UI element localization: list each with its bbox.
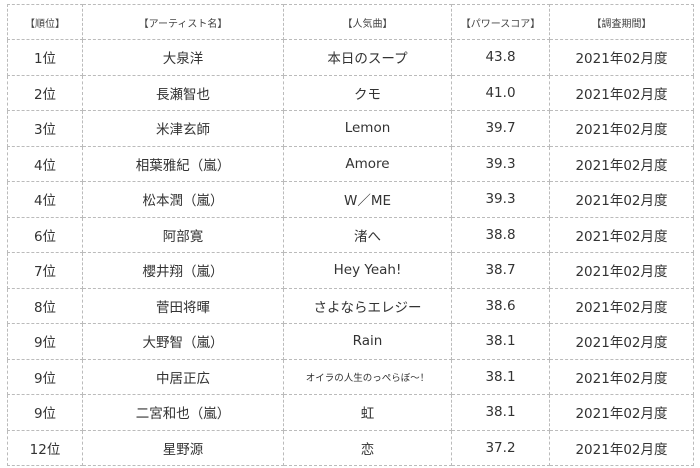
cell-artist: 大野智（嵐）: [82, 323, 284, 360]
cell-rank: 4位: [7, 181, 83, 218]
table-row: 6位 阿部寛 渚へ 38.8 2021年02月度: [7, 216, 694, 253]
header-rank: 【順位】: [7, 4, 83, 40]
cell-rank: 2位: [7, 74, 83, 111]
cell-song: Rain: [283, 323, 452, 360]
cell-artist: 二宮和也（嵐）: [82, 394, 284, 431]
table-row: 9位 中居正広 オイラの人生のっぺらぼ〜！ 38.1 2021年02月度: [7, 358, 694, 395]
cell-score: 37.2: [451, 429, 550, 466]
cell-period: 2021年02月度: [549, 323, 694, 360]
cell-period: 2021年02月度: [549, 145, 694, 182]
cell-song: 虹: [283, 394, 452, 431]
ranking-table: 【順位】 【アーティスト名】 【人気曲】 【パワースコア】 【調査期間】 1位大…: [7, 4, 694, 466]
cell-score: 38.8: [451, 216, 550, 253]
cell-rank: 8位: [7, 287, 83, 324]
cell-song: さよならエレジー: [283, 287, 452, 324]
cell-score: 38.6: [451, 287, 550, 324]
cell-song: クモ: [283, 74, 452, 111]
table-row: 9位 二宮和也（嵐）虹 38.1 2021年02月度: [7, 394, 694, 431]
table-row: 9位 大野智（嵐） Rain 38.1 2021年02月度: [7, 323, 694, 360]
table-row: 12位 星野源恋 37.2 2021年02月度: [7, 429, 694, 466]
cell-rank: 9位: [7, 358, 83, 395]
cell-score: 43.8: [451, 39, 550, 76]
table-row: 2位 長瀬智也 クモ 41.0 2021年02月度: [7, 74, 694, 111]
cell-rank: 9位: [7, 323, 83, 360]
cell-score: 38.1: [451, 394, 550, 431]
cell-period: 2021年02月度: [549, 181, 694, 218]
cell-score: 41.0: [451, 74, 550, 111]
cell-artist: 菅田将暉: [82, 287, 284, 324]
cell-rank: 4位: [7, 145, 83, 182]
cell-artist: 中居正広: [82, 358, 284, 395]
cell-song: Amore: [283, 145, 452, 182]
cell-period: 2021年02月度: [549, 394, 694, 431]
cell-rank: 3位: [7, 110, 83, 147]
cell-score: 38.1: [451, 323, 550, 360]
cell-song: オイラの人生のっぺらぼ〜！: [283, 358, 452, 395]
cell-period: 2021年02月度: [549, 216, 694, 253]
header-song: 【人気曲】: [283, 4, 452, 40]
cell-period: 2021年02月度: [549, 110, 694, 147]
header-score: 【パワースコア】: [451, 4, 550, 40]
cell-period: 2021年02月度: [549, 74, 694, 111]
cell-rank: 7位: [7, 252, 83, 289]
cell-song: Lemon: [283, 110, 452, 147]
cell-rank: 6位: [7, 216, 83, 253]
cell-period: 2021年02月度: [549, 429, 694, 466]
cell-score: 38.1: [451, 358, 550, 395]
cell-rank: 9位: [7, 394, 83, 431]
cell-song: 恋: [283, 429, 452, 466]
cell-artist: 星野源: [82, 429, 284, 466]
cell-song: 渚へ: [283, 216, 452, 253]
table-row: 7位 櫻井翔（嵐） Hey Yeah! 38.7 2021年02月度: [7, 252, 694, 289]
cell-artist: 松本潤（嵐）: [82, 181, 284, 218]
cell-artist: 大泉洋: [82, 39, 284, 76]
cell-artist: 長瀬智也: [82, 74, 284, 111]
header-artist: 【アーティスト名】: [82, 4, 284, 40]
cell-song: Hey Yeah!: [283, 252, 452, 289]
cell-score: 39.7: [451, 110, 550, 147]
cell-artist: 米津玄師: [82, 110, 284, 147]
cell-period: 2021年02月度: [549, 252, 694, 289]
table-row: 4位 松本潤（嵐） W／ME 39.3 2021年02月度: [7, 181, 694, 218]
cell-period: 2021年02月度: [549, 287, 694, 324]
header-period: 【調査期間】: [549, 4, 694, 40]
cell-period: 2021年02月度: [549, 358, 694, 395]
cell-artist: 櫻井翔（嵐）: [82, 252, 284, 289]
cell-artist: 阿部寛: [82, 216, 284, 253]
table-row: 4位 相葉雅紀（嵐） Amore 39.3 2021年02月度: [7, 145, 694, 182]
cell-score: 39.3: [451, 181, 550, 218]
cell-artist: 相葉雅紀（嵐）: [82, 145, 284, 182]
cell-song: W／ME: [283, 181, 452, 218]
cell-song: 本日のスープ: [283, 39, 452, 76]
table-row: 3位 米津玄師 Lemon 39.7 2021年02月度: [7, 110, 694, 147]
cell-rank: 12位: [7, 429, 83, 466]
table-row: 8位 菅田将暉 さよならエレジー 38.6 2021年02月度: [7, 287, 694, 324]
cell-score: 38.7: [451, 252, 550, 289]
cell-score: 39.3: [451, 145, 550, 182]
cell-rank: 1位: [7, 39, 83, 76]
header-row: 【順位】 【アーティスト名】 【人気曲】 【パワースコア】 【調査期間】: [7, 4, 694, 40]
cell-period: 2021年02月度: [549, 39, 694, 76]
table-row: 1位 大泉洋 本日のスープ 43.8 2021年02月度: [7, 39, 694, 76]
